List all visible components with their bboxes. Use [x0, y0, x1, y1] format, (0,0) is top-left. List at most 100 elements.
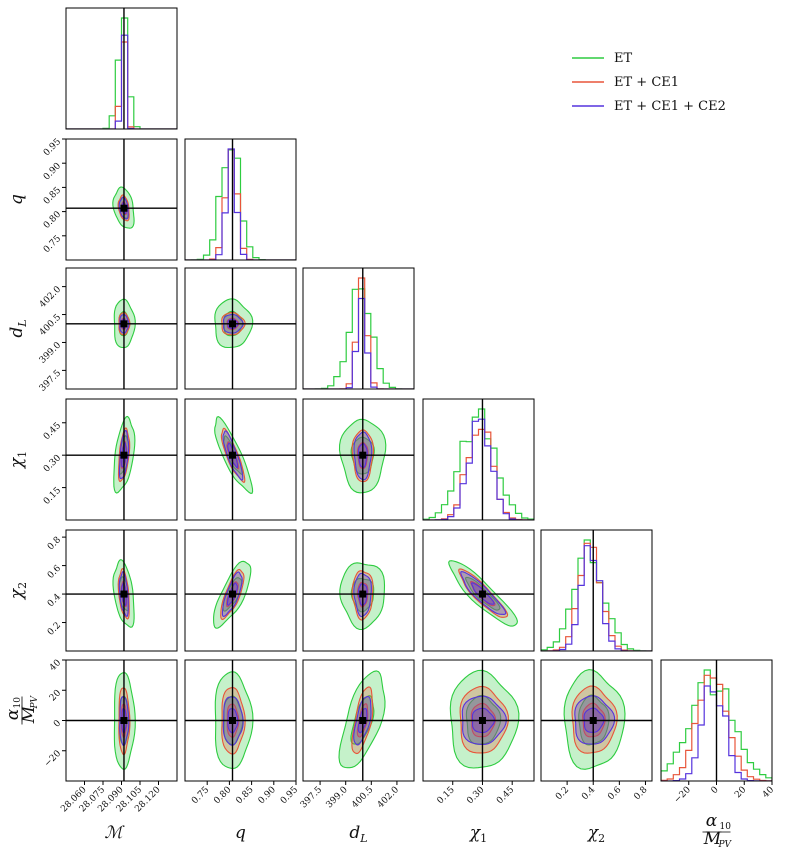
legend-label: ET + CE1 + CE2	[614, 99, 726, 114]
truth-marker	[229, 590, 237, 598]
panel-alpha-vs-Mc	[66, 660, 177, 781]
legend-label: ET + CE1	[614, 75, 679, 90]
truth-marker	[120, 451, 128, 459]
truth-marker	[589, 717, 597, 724]
panel-dL-vs-q	[185, 268, 296, 389]
x-axis-label-alpha-den: M	[703, 829, 722, 849]
y-tick-label: 0.6	[46, 563, 63, 580]
x-tick-label: 399.0	[325, 785, 350, 810]
x-tick-label: 0.45	[495, 785, 516, 806]
x-axis-label-alpha-num: α	[706, 811, 718, 831]
y-axis-label-dl: dL	[7, 319, 29, 337]
hist-step-et-ce1-ce2	[303, 297, 414, 389]
y-tick-label: 0.95	[42, 137, 63, 158]
x-tick-label: 397.5	[299, 785, 324, 810]
x-tick-label: 0.85	[234, 785, 255, 806]
y-axis-label-alpha-den: M	[19, 705, 39, 724]
panel-frame	[422, 529, 535, 652]
x-axis-label-mc: ℳ	[104, 823, 125, 843]
panel-dL-vs-Mc	[66, 268, 177, 389]
panel-frame	[184, 659, 297, 782]
panel-frame	[65, 7, 178, 130]
y-tick-label: 400.5	[38, 312, 63, 337]
panel-chi2-vs-dL	[303, 530, 414, 651]
x-axis-label-chi2: χ2	[587, 823, 605, 845]
hist-dL	[303, 268, 414, 389]
x-tick-label: −20	[672, 785, 693, 806]
y-tick-label: 0.15	[42, 485, 63, 506]
panel-frame	[302, 659, 415, 782]
x-axis-label-alpha-densub: PV	[718, 840, 733, 850]
y-tick-label: 0.85	[42, 185, 63, 206]
hist-chi2	[541, 530, 652, 651]
truth-marker	[478, 590, 486, 598]
hist-chi1	[423, 399, 534, 520]
y-axis-label-alpha-densub: PV	[30, 694, 40, 709]
panel-frame	[302, 529, 415, 652]
x-tick-label: 0.4	[580, 785, 597, 802]
panel-chi2-vs-Mc	[66, 530, 177, 651]
panel-frame	[302, 267, 415, 390]
panel-frame	[540, 529, 653, 652]
panel-chi1-vs-dL	[303, 399, 414, 520]
x-tick-label: 40	[761, 785, 776, 800]
x-tick-label: 0.30	[465, 785, 486, 806]
legend: ET ET + CE1 ET + CE1 + CE2	[572, 51, 726, 114]
truth-marker	[229, 451, 237, 459]
panel-frame	[65, 138, 178, 261]
y-tick-label: −20	[43, 749, 64, 770]
y-tick-label: 0.2	[46, 621, 63, 638]
y-tick-label: 0.45	[42, 421, 63, 442]
truth-marker	[359, 590, 367, 598]
panel-chi2-vs-chi1	[423, 530, 534, 651]
x-tick-label: 400.5	[350, 785, 375, 810]
x-tick-label: 0.95	[279, 785, 300, 806]
x-tick-label: 0.15	[436, 785, 457, 806]
y-tick-label: 40	[48, 658, 63, 673]
truth-marker	[359, 717, 367, 724]
panel-alpha-vs-chi2	[541, 660, 652, 781]
truth-marker	[120, 204, 128, 212]
panel-frame	[65, 529, 178, 652]
truth-marker	[120, 590, 128, 598]
hist-step-et	[423, 408, 534, 520]
hist-Mc	[66, 8, 177, 129]
truth-marker	[120, 320, 128, 328]
x-tick-label: 20	[733, 785, 748, 800]
y-tick-label: 0.8	[46, 535, 63, 552]
y-tick-label: 20	[48, 688, 63, 703]
panel-alpha-vs-chi1	[423, 660, 534, 781]
x-tick-label: 0.75	[190, 785, 211, 806]
x-tick-label: 0.80	[212, 785, 233, 806]
y-axis-label-chi2: χ2	[7, 582, 29, 600]
x-axis-label-alpha-sub: 10	[720, 822, 732, 832]
panel-frame	[540, 659, 653, 782]
x-tick-label: 0.8	[632, 785, 649, 802]
truth-marker	[229, 717, 237, 724]
panel-frame	[184, 267, 297, 390]
y-tick-label: 0	[52, 718, 63, 729]
x-axis-label-dl: dL	[349, 823, 367, 845]
panel-chi1-vs-q	[185, 399, 296, 520]
panel-alpha-vs-q	[185, 660, 296, 781]
x-tick-label: 0	[709, 785, 720, 796]
y-tick-label: 0.4	[46, 592, 63, 609]
panel-frame	[65, 267, 178, 390]
hist-step-et-ce1	[541, 542, 652, 651]
panel-chi1-vs-Mc	[66, 399, 177, 520]
panel-frame	[302, 398, 415, 521]
hist-step-et-ce1	[423, 428, 534, 520]
truth-marker	[359, 451, 367, 459]
panel-alpha-vs-dL	[303, 660, 414, 781]
panel-frame	[422, 398, 535, 521]
y-axis-label-alpha-num: α	[3, 708, 23, 720]
hist-q	[185, 139, 296, 260]
legend-label: ET	[614, 51, 632, 66]
panel-frame	[422, 659, 535, 782]
panel-chi2-vs-q	[185, 530, 296, 651]
truth-marker	[478, 717, 486, 724]
truth-marker	[229, 320, 237, 328]
